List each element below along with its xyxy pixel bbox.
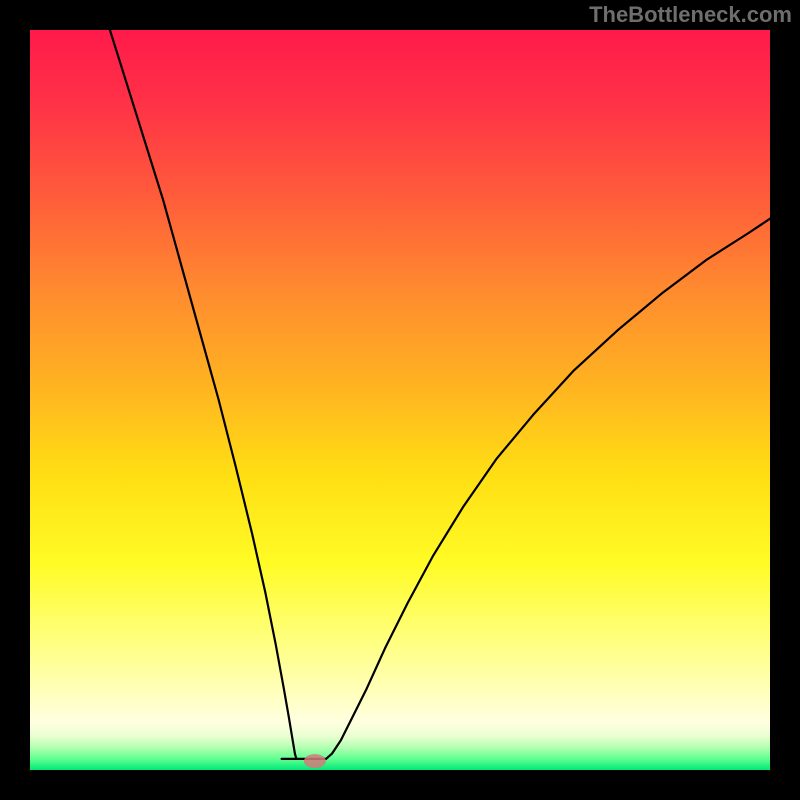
watermark-text: TheBottleneck.com bbox=[589, 2, 792, 28]
plot-area bbox=[30, 30, 770, 770]
bottleneck-chart bbox=[0, 0, 800, 800]
chart-container: TheBottleneck.com bbox=[0, 0, 800, 800]
optimal-point-marker bbox=[304, 754, 326, 768]
